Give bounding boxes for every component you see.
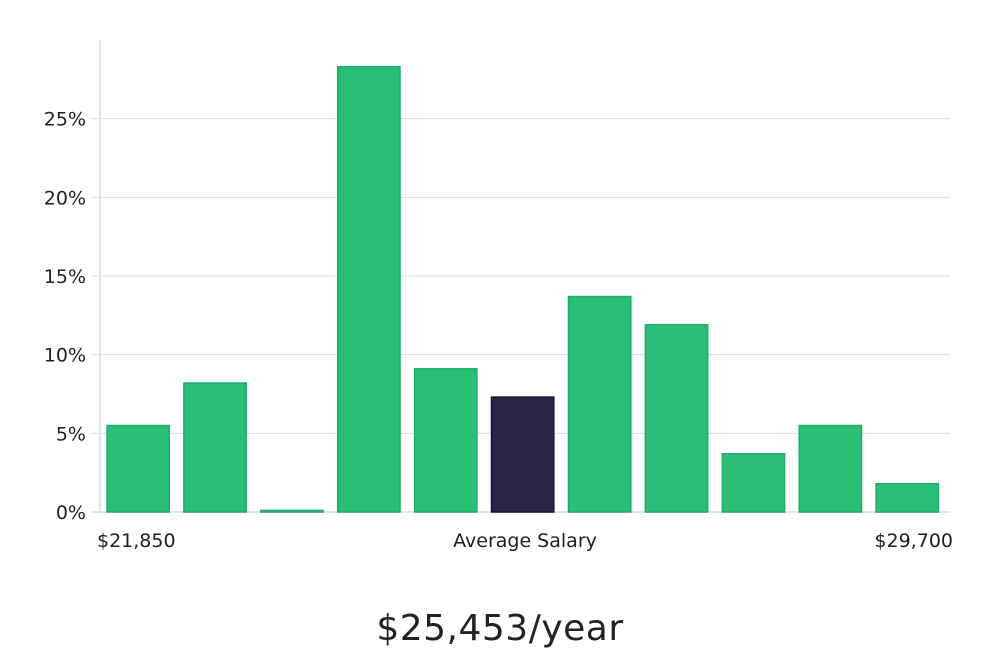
y-tick-label: 5% (56, 423, 86, 445)
highlighted-salary-bar (490, 396, 555, 513)
y-tick-label: 25% (44, 109, 86, 131)
salary-bar (875, 482, 940, 513)
salary-histogram-chart: 0%5%10%15%20%25% $21,850 Average Salary … (44, 40, 953, 552)
salary-bar (644, 324, 709, 513)
y-tick-label: 0% (56, 502, 86, 524)
salary-bar (567, 295, 632, 513)
salary-bar (183, 382, 247, 513)
salary-bar (798, 424, 863, 513)
salary-bar (413, 368, 478, 513)
bars (106, 65, 940, 513)
y-tick-label: 10% (44, 345, 86, 367)
y-tick-label: 20% (44, 187, 86, 209)
salary-bar (721, 453, 786, 513)
average-salary-value: $25,453/year (376, 608, 624, 649)
y-tick-labels: 0% 5% 10% 15% 20% 25% (44, 109, 86, 524)
y-tick-label: 15% (44, 266, 86, 288)
x-min-label: $21,850 (97, 530, 176, 552)
x-axis-label: Average Salary (453, 530, 597, 552)
salary-bar (106, 424, 171, 513)
x-max-label: $29,700 (874, 530, 953, 552)
salary-bar (336, 65, 401, 513)
salary-bar (260, 509, 324, 513)
